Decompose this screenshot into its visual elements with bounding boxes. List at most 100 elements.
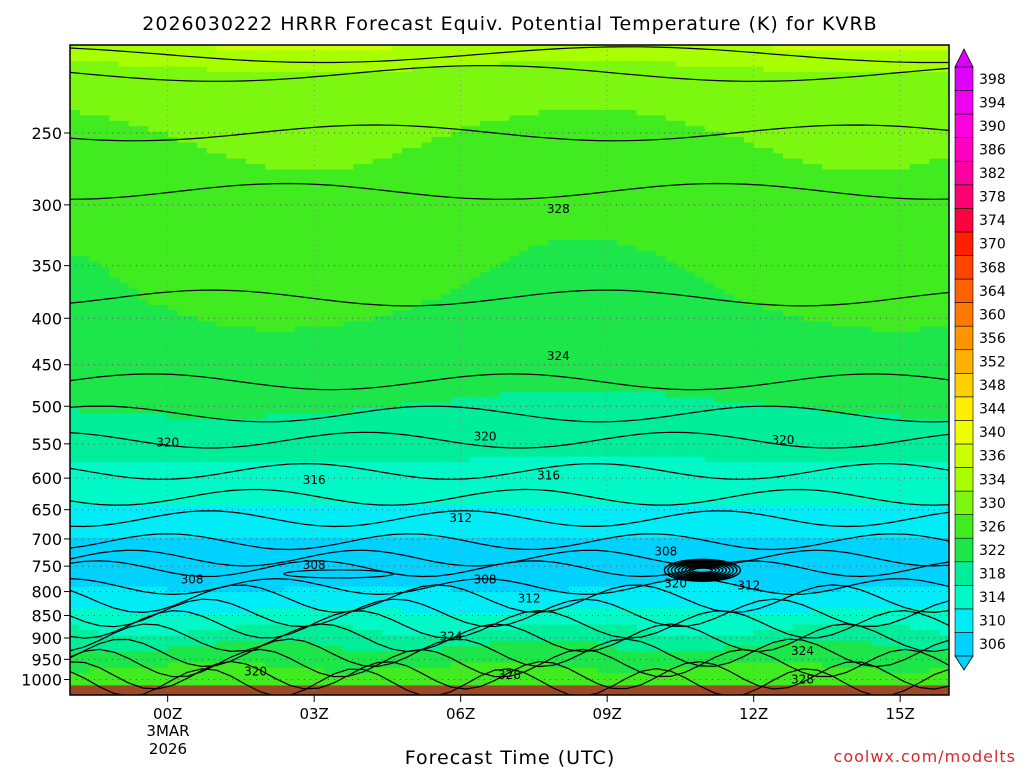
contour-label: 308 [303, 558, 326, 572]
y-tick-label: 500 [31, 397, 62, 416]
colorbar-swatch [954, 514, 974, 539]
colorbar-swatch [954, 66, 974, 91]
contour-label: 308 [654, 545, 677, 559]
contour-label: 308 [474, 573, 497, 587]
colorbar-swatch [954, 231, 974, 256]
colorbar-label: 336 [979, 449, 1006, 465]
y-tick-label: 400 [31, 309, 62, 328]
contour-line [70, 124, 949, 142]
colorbar-swatch [954, 90, 974, 115]
contour-ring [677, 562, 728, 578]
colorbar-swatch [954, 137, 974, 162]
colorbar-label: 398 [979, 72, 1006, 88]
ground-strip [70, 685, 949, 695]
x-tick-label: 12Z [739, 705, 768, 723]
colorbar-swatch [954, 325, 974, 351]
colorbar-label: 368 [979, 260, 1006, 276]
contour-label: 312 [737, 579, 760, 593]
colorbar-label: 326 [979, 519, 1006, 535]
contour-label: 320 [474, 430, 497, 444]
y-tick-label: 300 [31, 196, 62, 215]
colorbar-swatch [954, 632, 974, 657]
x-tick-label: 00Z [153, 705, 182, 723]
contour-line [70, 598, 949, 628]
colorbar: 306 310 314 318 322 326 330 334 336 340 344 348 352 3… [954, 48, 1006, 671]
x-date-label-month: 3MAR [146, 722, 189, 740]
contour-line [70, 584, 949, 614]
x-axis-title: Forecast Time (UTC) [405, 747, 615, 768]
contour-label: 328 [791, 673, 814, 687]
colorbar-swatch [954, 443, 974, 468]
colorbar-label: 364 [979, 284, 1006, 300]
contour-label-group: 320 320 320 316 316 312 308 308 308 308 312 320 312 3… [156, 202, 814, 687]
contour-ring [684, 565, 721, 576]
colorbar-label: 352 [979, 355, 1006, 371]
colorbar-max-arrow [954, 48, 974, 68]
contour-label: 328 [547, 202, 570, 216]
colorbar-min-arrow [954, 655, 974, 671]
colorbar-label: 378 [979, 190, 1006, 206]
colorbar-swatch [954, 467, 974, 492]
colorbar-swatch [954, 255, 974, 280]
contour-label: 316 [303, 473, 326, 487]
colorbar-label: 374 [979, 213, 1006, 229]
contour-label: 312 [518, 591, 541, 605]
contour-line [70, 431, 949, 449]
contour-line [70, 533, 949, 551]
y-tick-label: 750 [31, 557, 62, 576]
colorbar-swatch [954, 349, 974, 374]
contour-ring [282, 569, 395, 579]
x-tick-label: 06Z [446, 705, 475, 723]
y-tick-label: 450 [31, 356, 62, 375]
colorbar-label: 310 [979, 614, 1006, 630]
contour-lines [70, 46, 949, 695]
colorbar-swatch [954, 372, 974, 398]
contour-line [70, 373, 949, 391]
contour-line [70, 488, 949, 506]
colorbar-label: 356 [979, 331, 1006, 347]
colorbar-swatch [954, 160, 974, 186]
contour-ring [663, 558, 742, 582]
y-tick-label: 250 [31, 124, 62, 143]
contour-ring [691, 567, 714, 574]
y-tick-label: 650 [31, 501, 62, 520]
contour-line [70, 46, 949, 64]
y-tick-label: 700 [31, 530, 62, 549]
colorbar-label: 306 [979, 637, 1006, 653]
y-tick-label: 350 [31, 257, 62, 276]
contour-label: 324 [547, 349, 570, 363]
colorbar-label: 322 [979, 543, 1006, 559]
colorbar-label: 390 [979, 119, 1006, 135]
colorbar-swatch [954, 585, 974, 610]
contour-label: 312 [449, 511, 472, 525]
colorbar-label: 314 [979, 590, 1006, 606]
x-tick-label: 03Z [299, 705, 328, 723]
contour-line [70, 660, 949, 690]
colorbar-label: 382 [979, 166, 1006, 182]
chart-title: 2026030222 HRRR Forecast Equiv. Potentia… [142, 13, 877, 35]
x-axis: 00Z 03Z 06Z 09Z 12Z 15Z [153, 695, 915, 723]
contour-label: 324 [439, 630, 462, 644]
colorbar-swatch [954, 208, 974, 233]
y-tick-label: 850 [31, 606, 62, 625]
colorbar-label: 344 [979, 402, 1006, 418]
y-tick-label: 600 [31, 469, 62, 488]
contour-label: 320 [664, 577, 687, 591]
contour-line [70, 623, 949, 653]
contour-label: 328 [498, 668, 521, 682]
grid-lines [70, 45, 949, 695]
colorbar-swatch [954, 537, 974, 563]
contour-ring [667, 559, 738, 581]
contour-label: 324 [791, 644, 814, 658]
contour-ring [681, 564, 724, 577]
contour-line [70, 405, 949, 423]
colorbar-label: 360 [979, 307, 1006, 323]
color-fill-field [70, 45, 949, 695]
y-axis: 250 300 350 400 450 500 550 600 650 700 750 800 850 9… [21, 124, 70, 690]
contour-line [70, 289, 949, 307]
contour-ring [670, 560, 735, 580]
y-tick-label: 800 [31, 583, 62, 602]
colorbar-label: 334 [979, 472, 1006, 488]
contour-line [70, 560, 949, 578]
colorbar-label: 370 [979, 237, 1006, 253]
